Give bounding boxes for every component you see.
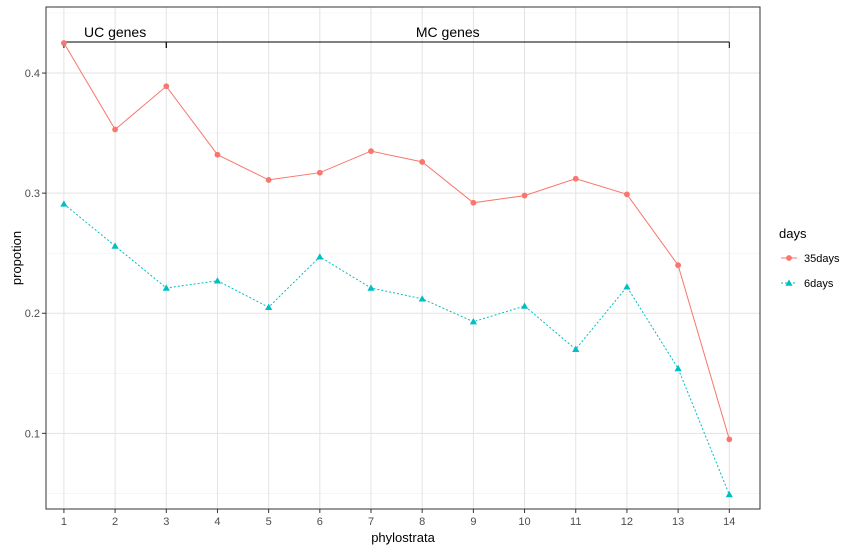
data-point-35days [624,191,630,198]
data-point-35days [61,40,67,46]
data-point-6days [111,242,119,249]
y-tick-label: 0.4 [25,68,40,80]
data-point-35days [470,199,477,206]
data-point-35days [163,83,170,90]
data-point-6days [367,284,375,291]
minor-gridlines [46,12,760,494]
x-tick-label: 5 [266,516,272,528]
series-line-35days [63,42,730,440]
data-point-35days [368,148,374,155]
bracket-label: UC genes [84,24,146,40]
x-tick-label: 7 [368,516,374,528]
data-point-6days [520,302,529,309]
data-point-6days [265,303,273,310]
legend-title: days [779,226,807,241]
data-point-6days [725,490,733,498]
data-point-35days [521,192,528,199]
data-point-35days [726,436,733,443]
data-point-6days [162,284,170,291]
x-tick-label: 8 [419,516,425,528]
plot-border [45,6,761,510]
data-point-6days [623,283,631,290]
data-point-6days [469,318,477,325]
x-tick-label: 14 [723,516,735,528]
y-axis-label: propotion [9,231,24,285]
data-point-35days [572,175,579,182]
data-point-35days [316,169,323,176]
data-point-6days [60,200,68,207]
data-point-6days [572,345,580,352]
x-tick-label: 6 [317,516,323,528]
y-tick-label: 0.2 [25,308,40,320]
plot-panel [46,7,760,509]
y-tick-label: 0.1 [25,428,40,440]
x-tick-label: 3 [163,516,169,528]
data-point-6days [418,295,426,302]
x-tick-label: 10 [518,516,530,528]
data-point-6days [316,253,324,260]
legend-label: 35days [804,253,840,265]
legend-label: 6days [804,278,834,290]
data-point-6days [674,364,682,372]
bracket-label: MC genes [416,24,480,40]
data-point-35days [112,126,118,133]
annotation-brackets: UC genes MC genes [63,24,730,48]
legend-key-marker [786,255,792,261]
x-tick-label: 1 [61,516,67,528]
data-point-6days [213,277,222,284]
axis-ticks: 0.10.20.30.41 2 3 4 5 6 7 8 9 10 11 12 13 14 [25,68,736,528]
x-tick-label: 12 [621,516,633,528]
data-point-35days [419,159,426,165]
x-tick-label: 2 [112,516,118,528]
x-tick-label: 9 [470,516,476,528]
x-tick-label: 11 [570,516,581,528]
legend: days 35days 6days [779,226,840,290]
data-point-35days [675,262,682,269]
data-point-35days [214,151,221,158]
legend-key-marker [785,279,793,286]
x-tick-label: 13 [672,516,684,528]
x-axis-label: phylostrata [371,530,435,545]
x-tick-label: 4 [214,516,220,528]
series-layer [60,40,733,498]
y-tick-label: 0.3 [25,188,40,200]
series-line-6days [63,203,730,495]
data-point-35days [265,177,272,183]
